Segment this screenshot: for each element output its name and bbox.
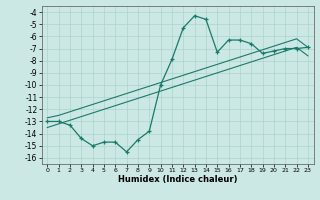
X-axis label: Humidex (Indice chaleur): Humidex (Indice chaleur) (118, 175, 237, 184)
